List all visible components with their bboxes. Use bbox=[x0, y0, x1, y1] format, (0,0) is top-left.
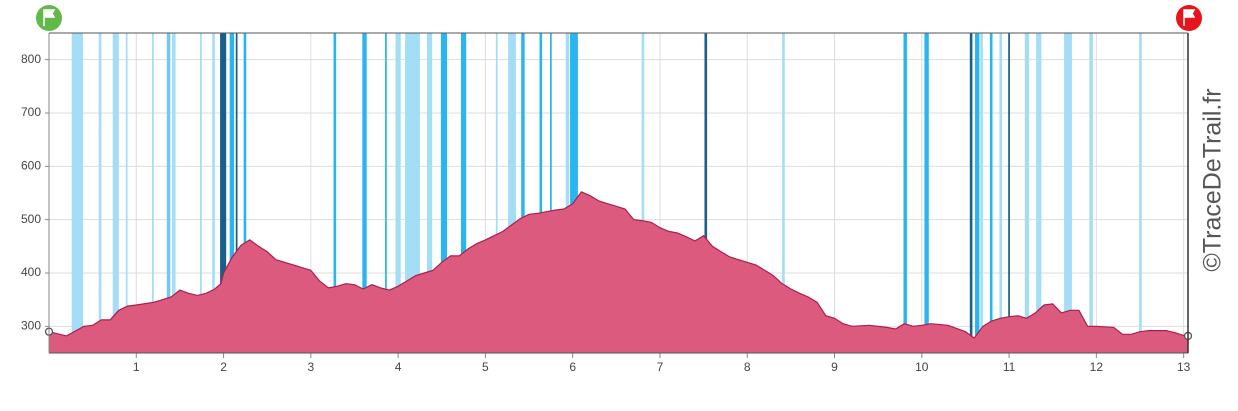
watermark: ©TraceDeTrail.fr bbox=[1199, 88, 1227, 271]
slope-band bbox=[975, 33, 980, 353]
x-tick-label: 9 bbox=[831, 360, 838, 374]
slope-band bbox=[229, 33, 235, 353]
finish-flag bbox=[1176, 5, 1202, 31]
slope-band bbox=[782, 33, 785, 353]
slope-band bbox=[539, 33, 543, 353]
start-flag-icon bbox=[43, 9, 56, 26]
slope-band bbox=[495, 33, 498, 353]
slope-band bbox=[220, 33, 227, 353]
slope-band bbox=[1064, 33, 1072, 353]
slope-band bbox=[395, 33, 401, 353]
slope-band bbox=[405, 33, 420, 353]
slope-band bbox=[125, 33, 128, 353]
slope-band bbox=[333, 33, 337, 353]
x-tick-label: 8 bbox=[744, 360, 751, 374]
slope-band bbox=[151, 33, 154, 353]
slope-band bbox=[570, 33, 578, 353]
slope-band bbox=[508, 33, 516, 353]
slope-band bbox=[704, 33, 708, 353]
slope-band bbox=[98, 33, 102, 353]
slope-band bbox=[903, 33, 907, 353]
slope-band bbox=[71, 33, 84, 353]
slope-band bbox=[969, 33, 973, 353]
x-tick-label: 7 bbox=[657, 360, 664, 374]
x-tick-label: 13 bbox=[1177, 360, 1191, 374]
slope-band bbox=[980, 33, 983, 353]
elevation-line bbox=[48, 191, 1189, 339]
slope-band bbox=[549, 33, 552, 353]
slope-band bbox=[166, 33, 171, 353]
slope-band bbox=[112, 33, 119, 353]
slope-band bbox=[989, 33, 993, 353]
slope-band bbox=[199, 33, 202, 353]
slope-band bbox=[172, 33, 176, 353]
slope-band bbox=[924, 33, 929, 353]
x-tick-label: 1 bbox=[133, 360, 140, 374]
x-tick-label: 2 bbox=[220, 360, 227, 374]
slope-band bbox=[999, 33, 1003, 353]
y-tick-label: 300 bbox=[21, 319, 41, 333]
slope-band bbox=[641, 33, 645, 353]
x-tick-label: 10 bbox=[915, 360, 929, 374]
x-tick-label: 12 bbox=[1090, 360, 1104, 374]
slope-band bbox=[243, 33, 247, 353]
slope-band bbox=[1036, 33, 1042, 353]
slope-band bbox=[440, 33, 447, 353]
elevation-area bbox=[49, 191, 1188, 353]
y-tick-label: 700 bbox=[21, 105, 41, 119]
y-tick-label: 400 bbox=[21, 265, 41, 279]
slope-band bbox=[521, 33, 525, 353]
x-tick-label: 5 bbox=[482, 360, 489, 374]
slope-band bbox=[460, 33, 467, 353]
slope-band bbox=[1089, 33, 1093, 353]
slope-band bbox=[362, 33, 367, 353]
x-tick-label: 6 bbox=[569, 360, 576, 374]
y-tick-label: 600 bbox=[21, 159, 41, 173]
y-tick-label: 800 bbox=[21, 52, 41, 66]
slope-band bbox=[426, 33, 433, 353]
slope-band bbox=[385, 33, 387, 353]
x-tick-label: 4 bbox=[395, 360, 402, 374]
start-flag bbox=[36, 5, 62, 31]
slope-band bbox=[235, 33, 238, 353]
slope-band bbox=[1008, 33, 1010, 353]
slope-band bbox=[565, 33, 570, 353]
slope-band bbox=[212, 33, 215, 353]
y-tick-label: 500 bbox=[21, 212, 41, 226]
finish-flag-icon bbox=[1183, 9, 1196, 26]
x-tick-label: 11 bbox=[1003, 360, 1016, 374]
slope-band bbox=[1024, 33, 1030, 353]
x-tick-label: 3 bbox=[307, 360, 314, 374]
slope-band bbox=[1139, 33, 1142, 353]
